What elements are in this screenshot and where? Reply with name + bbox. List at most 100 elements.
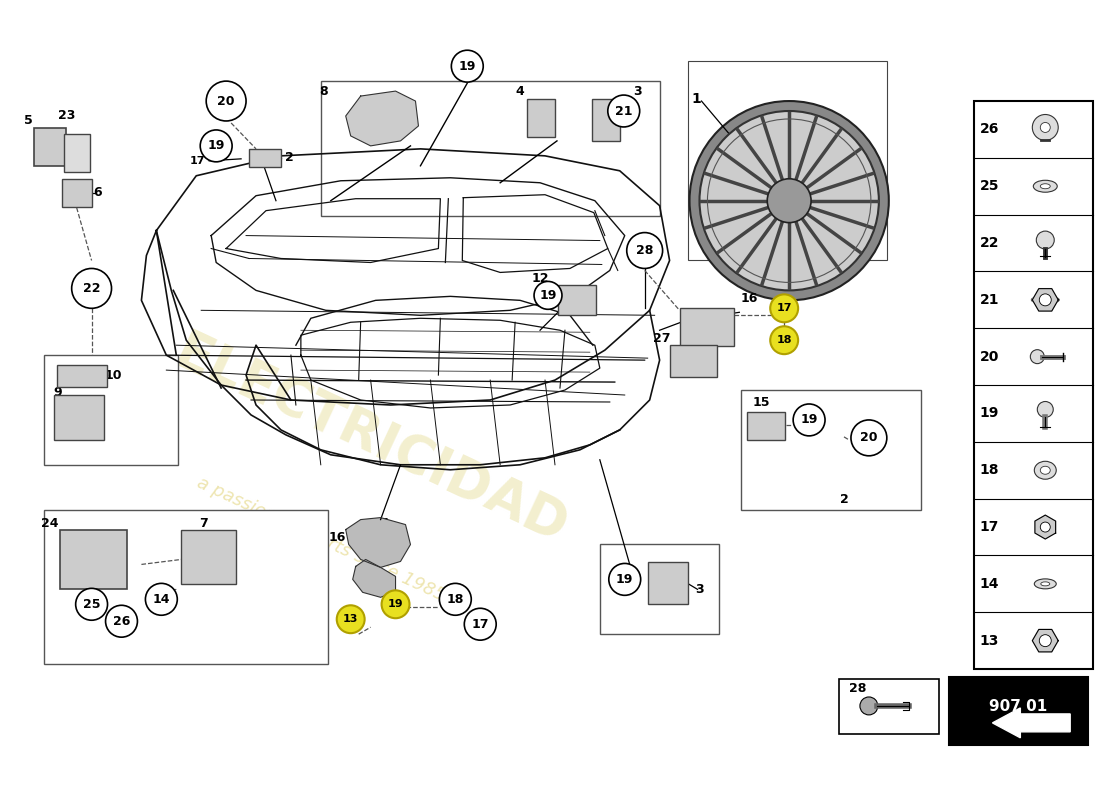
FancyBboxPatch shape	[44, 355, 178, 465]
Text: 26: 26	[980, 122, 999, 137]
Polygon shape	[345, 91, 418, 146]
Text: 6: 6	[94, 186, 102, 199]
Circle shape	[464, 608, 496, 640]
Text: 19: 19	[801, 414, 817, 426]
Text: 19: 19	[459, 60, 476, 73]
FancyBboxPatch shape	[182, 530, 236, 584]
Text: 27: 27	[653, 332, 670, 345]
FancyBboxPatch shape	[558, 286, 596, 315]
Text: a passion for parts since 1985: a passion for parts since 1985	[194, 474, 448, 605]
Text: 7: 7	[199, 517, 208, 530]
FancyBboxPatch shape	[839, 679, 938, 734]
Circle shape	[700, 111, 879, 290]
Text: 25: 25	[980, 179, 999, 194]
Circle shape	[106, 606, 138, 637]
Text: 9: 9	[54, 386, 63, 398]
FancyArrow shape	[992, 708, 1070, 738]
FancyBboxPatch shape	[747, 412, 785, 440]
FancyBboxPatch shape	[948, 677, 1088, 745]
Text: 2: 2	[839, 493, 848, 506]
FancyBboxPatch shape	[321, 81, 660, 216]
FancyBboxPatch shape	[741, 390, 921, 510]
FancyBboxPatch shape	[670, 345, 717, 377]
Text: 19: 19	[616, 573, 634, 586]
Text: 20: 20	[860, 431, 878, 444]
Circle shape	[200, 130, 232, 162]
Text: 26: 26	[113, 614, 130, 628]
Circle shape	[608, 95, 640, 127]
Ellipse shape	[1041, 582, 1049, 586]
Text: 11: 11	[374, 517, 392, 530]
Circle shape	[1041, 522, 1050, 532]
Circle shape	[72, 269, 111, 308]
Text: 13: 13	[343, 614, 359, 624]
Text: 21: 21	[615, 105, 632, 118]
Ellipse shape	[1033, 180, 1057, 192]
Text: 18: 18	[447, 593, 464, 606]
Circle shape	[451, 50, 483, 82]
Text: 20: 20	[218, 94, 235, 107]
Circle shape	[608, 563, 640, 595]
Ellipse shape	[1041, 466, 1050, 474]
Circle shape	[1036, 231, 1054, 249]
Text: 17: 17	[472, 618, 490, 630]
Text: 14: 14	[153, 593, 170, 606]
Circle shape	[206, 81, 246, 121]
FancyBboxPatch shape	[680, 308, 735, 346]
Text: 4: 4	[516, 85, 525, 98]
Circle shape	[535, 282, 562, 310]
Ellipse shape	[1032, 296, 1059, 304]
Circle shape	[1031, 350, 1044, 364]
Text: 1: 1	[692, 92, 702, 106]
Text: 16: 16	[740, 292, 758, 305]
Text: 28: 28	[636, 244, 653, 257]
Text: 19: 19	[539, 289, 557, 302]
Circle shape	[382, 590, 409, 618]
Circle shape	[76, 588, 108, 620]
Circle shape	[1040, 634, 1052, 646]
Circle shape	[627, 233, 662, 269]
Circle shape	[767, 178, 811, 222]
Polygon shape	[345, 518, 410, 567]
FancyBboxPatch shape	[249, 149, 280, 167]
Text: 17: 17	[189, 156, 205, 166]
Text: 22: 22	[980, 236, 999, 250]
Circle shape	[1041, 122, 1050, 133]
Circle shape	[439, 583, 471, 615]
Text: 16: 16	[328, 531, 345, 544]
Text: 21: 21	[980, 293, 999, 307]
Text: 24: 24	[41, 517, 58, 530]
Polygon shape	[353, 559, 396, 598]
Text: 12: 12	[531, 272, 549, 285]
Circle shape	[145, 583, 177, 615]
FancyBboxPatch shape	[62, 178, 91, 206]
Text: 28: 28	[849, 682, 867, 695]
Text: 5: 5	[24, 114, 33, 127]
FancyBboxPatch shape	[64, 134, 89, 172]
Text: 18: 18	[980, 463, 999, 478]
Ellipse shape	[1041, 184, 1050, 189]
Polygon shape	[1032, 289, 1058, 311]
Text: 3: 3	[695, 583, 704, 596]
Text: 19: 19	[980, 406, 999, 421]
Text: 13: 13	[980, 634, 999, 648]
Text: 18: 18	[777, 335, 792, 346]
FancyBboxPatch shape	[974, 101, 1093, 669]
FancyBboxPatch shape	[648, 562, 688, 604]
Text: 8: 8	[319, 85, 328, 98]
Text: 22: 22	[82, 282, 100, 295]
FancyBboxPatch shape	[592, 99, 619, 141]
Text: 25: 25	[82, 598, 100, 610]
FancyBboxPatch shape	[688, 61, 887, 261]
FancyBboxPatch shape	[54, 395, 103, 440]
Text: 19: 19	[208, 139, 224, 152]
Circle shape	[1037, 402, 1053, 418]
Circle shape	[770, 326, 799, 354]
Text: 15: 15	[752, 397, 770, 410]
Text: 907 01: 907 01	[989, 699, 1047, 714]
Circle shape	[690, 101, 889, 300]
Circle shape	[793, 404, 825, 436]
Circle shape	[860, 697, 878, 715]
Circle shape	[1040, 294, 1052, 306]
Circle shape	[770, 294, 799, 322]
